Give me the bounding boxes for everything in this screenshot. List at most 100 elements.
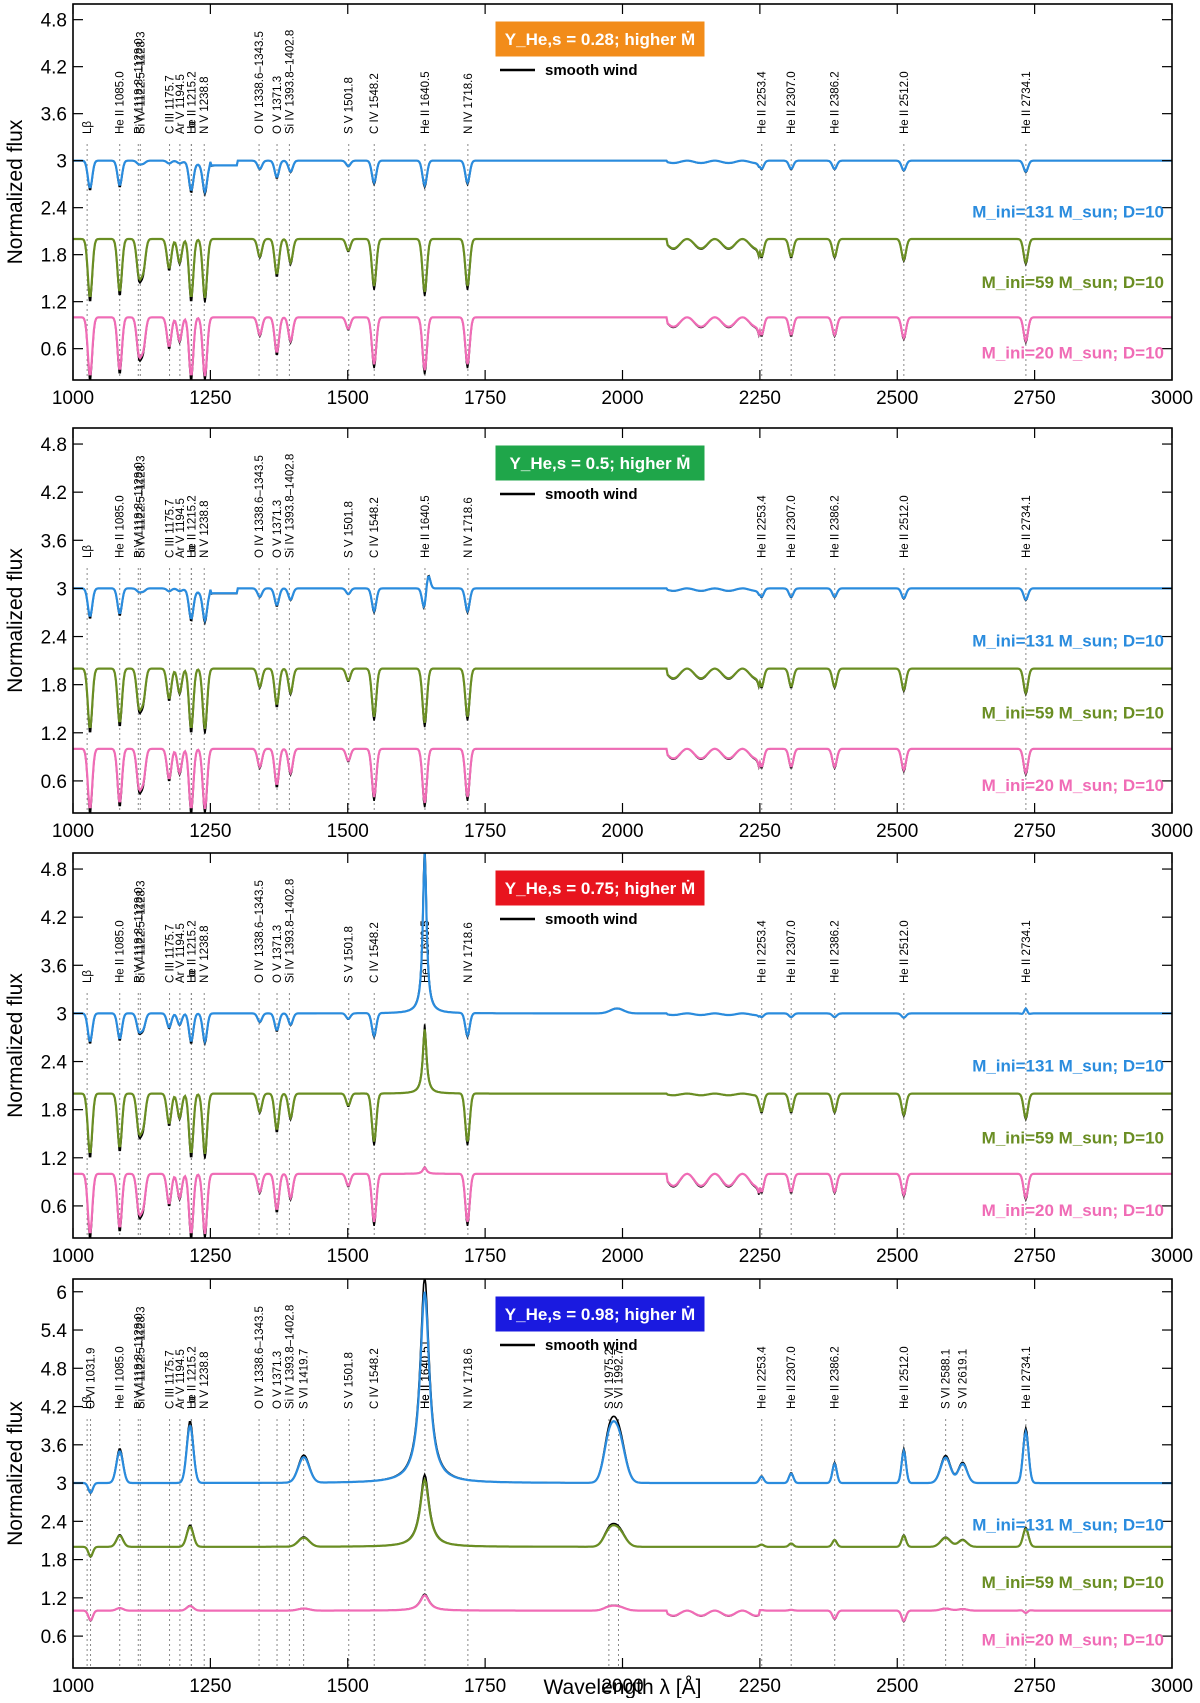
line-label: Si IV 1393.8–1402.8 — [284, 454, 296, 558]
line-label: He II 2734.1 — [1021, 495, 1033, 558]
series-label-blue: M_ini=131 M_sun; D=10 — [972, 1516, 1164, 1535]
x-axis-label: Wavelength λ [Å] — [544, 1676, 702, 1698]
line-label: N V 1238.8 — [199, 76, 211, 134]
line-label: He II 1640.5 — [420, 71, 432, 134]
panel-badge-label: Y_He,s = 0.98; higher Ṁ — [505, 1305, 695, 1324]
line-label: He II 2253.4 — [757, 71, 769, 134]
line-label: C III 1175.7 — [165, 1350, 177, 1409]
series-label-green: M_ini=59 M_sun; D=10 — [982, 1573, 1164, 1592]
line-label: O V 1371.3 — [272, 925, 284, 983]
series-label-green: M_ini=59 M_sun; D=10 — [982, 704, 1164, 723]
line-label: N IV 1718.6 — [463, 73, 475, 134]
legend-label: smooth wind — [545, 911, 638, 928]
x-tick-label: 1000 — [52, 388, 94, 409]
legend-label: smooth wind — [545, 62, 638, 79]
series-line-green-smooth — [73, 667, 1172, 734]
x-tick-label: 2750 — [1013, 1676, 1055, 1697]
y-tick-label: 1.2 — [41, 724, 67, 745]
legend-label: smooth wind — [545, 1337, 638, 1354]
line-label: He II 2253.4 — [757, 1346, 769, 1409]
series-label-blue: M_ini=131 M_sun; D=10 — [972, 1057, 1164, 1076]
series-line-blue — [73, 1291, 1172, 1495]
series-label-pink: M_ini=20 M_sun; D=10 — [982, 1201, 1164, 1220]
panel-3: Lβ He II 1085.0 P V 1118.8–1128.0Si IV 112… — [4, 852, 1193, 1267]
y-axis-label: Normalized flux — [4, 119, 27, 264]
series-label-green: M_ini=59 M_sun; D=10 — [982, 273, 1164, 292]
x-tick-label: 1500 — [327, 821, 369, 842]
line-label: He II 2386.2 — [830, 495, 842, 558]
line-label: Si IV 1393.8–1402.8 — [284, 1305, 296, 1409]
y-axis-label: Normalized flux — [4, 548, 27, 693]
x-tick-label: 2500 — [876, 1246, 918, 1267]
line-label: S VI 2619.1 — [958, 1349, 970, 1409]
series-line-pink — [73, 747, 1172, 810]
line-label: He II 2307.0 — [786, 920, 798, 983]
y-tick-label: 2.4 — [41, 1512, 68, 1533]
y-tick-label: 4.8 — [41, 1359, 67, 1380]
line-label: Si IV 1122.5–1128.3 — [135, 1306, 147, 1409]
y-tick-label: 3.6 — [41, 956, 67, 977]
line-label: He II 1215.2 — [186, 495, 198, 558]
line-label: C III 1175.7 — [165, 75, 177, 134]
series-line-blue — [73, 575, 1172, 624]
x-tick-label: 3000 — [1151, 1246, 1193, 1267]
x-tick-label: 1000 — [52, 1676, 94, 1697]
series-label-pink: M_ini=20 M_sun; D=10 — [982, 344, 1164, 363]
x-tick-label: 1750 — [464, 1246, 506, 1267]
line-label: S V 1501.8 — [344, 501, 356, 558]
line-label: O V 1371.3 — [272, 76, 284, 134]
line-label: P V 1118.8–1128.0 — [133, 1313, 145, 1409]
y-tick-label: 1.2 — [41, 293, 67, 314]
line-label: He II 2512.0 — [899, 71, 911, 134]
y-tick-label: 3 — [56, 152, 67, 173]
series-line-blue — [73, 159, 1172, 196]
y-tick-label: 2.4 — [41, 199, 68, 220]
y-tick-label: 1.8 — [41, 1551, 67, 1572]
panel-badge-label: Y_He,s = 0.5; higher Ṁ — [510, 454, 691, 473]
line-label: C IV 1548.2 — [369, 73, 381, 134]
line-label: He II 1215.2 — [186, 920, 198, 983]
y-tick-label: 4.2 — [41, 483, 67, 504]
line-label: Lα — [187, 1396, 199, 1409]
line-label: He II 2386.2 — [830, 71, 842, 134]
line-label: C III 1175.7 — [165, 924, 177, 983]
line-label: Ar V 1194.5 — [175, 1349, 187, 1409]
line-label: Ar V 1194.5 — [175, 923, 187, 983]
line-label: He II 1085.0 — [115, 495, 127, 558]
x-tick-label: 3000 — [1151, 388, 1193, 409]
panel-4: Lβ He II 1085.0 P V 1118.8–1128.0Si IV 112… — [4, 1278, 1193, 1697]
y-axis-label: Normalized flux — [4, 1401, 27, 1546]
x-tick-label: 3000 — [1151, 1676, 1193, 1697]
x-tick-label: 1250 — [189, 388, 231, 409]
line-label: O IV 1338.6–1343.5 — [254, 455, 266, 558]
line-label: P V 1118.8–1128.0 — [133, 462, 145, 558]
y-tick-label: 4.8 — [41, 11, 67, 32]
line-label: He II 1085.0 — [115, 920, 127, 983]
line-label: Lβ — [82, 545, 94, 558]
series-group — [73, 1279, 1172, 1623]
line-label: Si IV 1122.5–1128.3 — [135, 880, 147, 983]
series-line-green-smooth — [73, 238, 1172, 303]
x-tick-label: 1500 — [327, 1676, 369, 1697]
y-tick-label: 3 — [56, 1474, 67, 1495]
legend-label: smooth wind — [545, 486, 638, 503]
line-label: S V 1501.8 — [344, 1352, 356, 1409]
line-label: O IV 1338.6–1343.5 — [254, 880, 266, 983]
x-tick-label: 1250 — [189, 821, 231, 842]
x-tick-label: 1000 — [52, 1246, 94, 1267]
series-label-green: M_ini=59 M_sun; D=10 — [982, 1129, 1164, 1148]
y-tick-label: 3.6 — [41, 531, 67, 552]
series-line-pink — [73, 1594, 1172, 1623]
y-tick-label: 4.2 — [41, 1398, 67, 1419]
y-tick-label: 4.2 — [41, 908, 67, 929]
line-label: He II 2253.4 — [757, 920, 769, 983]
y-tick-label: 1.2 — [41, 1149, 67, 1170]
x-tick-label: 2500 — [876, 821, 918, 842]
y-tick-label: 1.8 — [41, 676, 67, 697]
x-tick-label: 2250 — [739, 388, 781, 409]
line-label: He II 2734.1 — [1021, 920, 1033, 983]
x-tick-label: 1250 — [189, 1246, 231, 1267]
line-label: He II 1215.2 — [186, 1346, 198, 1409]
line-label: S VI 1992.7 — [613, 1349, 625, 1409]
